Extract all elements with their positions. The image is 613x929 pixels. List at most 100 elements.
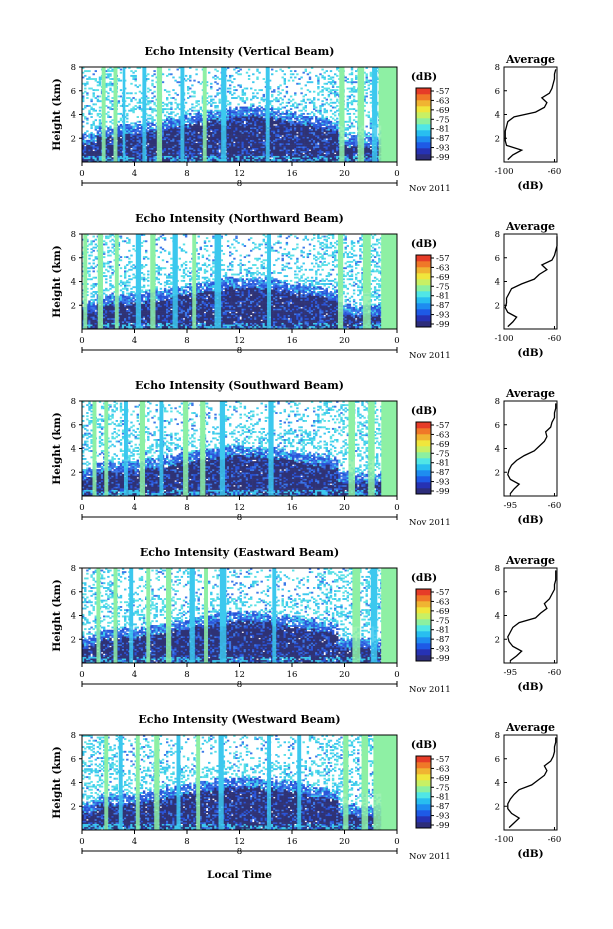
heatmap-cell <box>239 98 242 101</box>
heatmap-cell <box>334 155 337 158</box>
heatmap-cell <box>277 130 280 133</box>
heatmap-cell <box>168 139 171 142</box>
heatmap-cell <box>90 154 93 156</box>
heatmap-cell <box>216 76 219 79</box>
heatmap-cell <box>94 125 97 128</box>
heatmap-cell <box>149 157 152 160</box>
heatmap-cell <box>231 154 234 156</box>
heatmap-cell <box>285 90 289 93</box>
heatmap-cell <box>233 128 236 131</box>
heatmap-cell <box>304 157 307 160</box>
heatmap-cell <box>355 74 358 77</box>
heatmap-cell <box>174 125 177 128</box>
heatmap-cell <box>163 131 167 134</box>
heatmap-cell <box>117 125 121 128</box>
heatmap-cell <box>189 146 192 149</box>
heatmap-cell <box>239 149 242 152</box>
heatmap-cell <box>128 144 131 147</box>
heatmap-cell <box>336 149 339 152</box>
heatmap-cell <box>149 136 152 139</box>
heatmap-cell <box>287 131 291 134</box>
heatmap-cell <box>323 155 326 158</box>
heatmap-cell <box>126 120 129 123</box>
heatmap-cell <box>140 127 144 130</box>
heatmap-cell <box>153 130 156 133</box>
heatmap-cell <box>138 149 142 152</box>
heatmap-cell <box>241 139 244 142</box>
heatmap-cell <box>298 119 301 122</box>
heatmap-cell <box>323 122 326 125</box>
heatmap-cell <box>128 97 131 99</box>
heatmap-cell <box>88 143 91 145</box>
heatmap-cell <box>336 120 339 123</box>
heatmap-cell <box>233 149 236 152</box>
heatmap-cell <box>365 136 368 139</box>
heatmap-cell <box>130 144 133 147</box>
heatmap-cell <box>323 154 326 156</box>
heatmap-cell <box>319 141 322 144</box>
heatmap-cell <box>306 146 310 149</box>
heatmap-cell <box>191 144 194 147</box>
heatmap-cell <box>132 78 135 80</box>
heatmap-cell <box>170 160 173 162</box>
heatmap-cell <box>369 136 373 139</box>
heatmap-cell <box>199 106 202 109</box>
heatmap-cell <box>161 157 165 160</box>
heatmap-cell <box>90 127 93 130</box>
heatmap-cell <box>285 133 289 136</box>
heatmap-cell <box>325 122 328 125</box>
heatmap-cell <box>199 120 202 123</box>
heatmap-cell <box>336 136 339 139</box>
heatmap-cell <box>279 154 282 156</box>
heatmap-cell <box>170 112 173 115</box>
heatmap-cell <box>187 143 190 145</box>
heatmap-cell <box>98 122 102 125</box>
heatmap-cell <box>300 160 303 162</box>
heatmap-cell <box>117 146 121 149</box>
heatmap-cell <box>161 101 165 104</box>
heatmap-cell <box>105 133 108 136</box>
heatmap-cell <box>294 152 297 155</box>
heatmap-cell <box>241 122 244 125</box>
heatmap-cell <box>107 133 110 136</box>
heatmap-cell <box>252 147 255 150</box>
heatmap-cell <box>96 114 100 117</box>
heatmap-cell <box>117 154 121 156</box>
heatmap-cell <box>241 150 244 153</box>
heatmap-cell <box>287 133 291 136</box>
heatmap-cell <box>189 147 192 150</box>
heatmap-cell <box>277 119 280 122</box>
heatmap-cell <box>136 154 139 156</box>
heatmap-cell <box>310 128 314 131</box>
heatmap-cell <box>184 160 188 162</box>
heatmap-cell <box>208 150 211 153</box>
heatmap-cell <box>195 130 198 133</box>
heatmap-cell <box>229 130 232 133</box>
heatmap-cell <box>275 144 278 147</box>
heatmap-cell <box>275 97 278 99</box>
heatmap-cell <box>308 81 312 84</box>
heatmap-cell <box>208 154 211 156</box>
heatmap-cell <box>319 135 322 137</box>
heatmap-cell <box>170 119 173 122</box>
heatmap-cell <box>119 95 123 98</box>
heatmap-cell <box>300 120 303 123</box>
heatmap-cell <box>321 103 324 106</box>
heatmap-cell <box>331 133 335 136</box>
heatmap-cell <box>199 141 202 144</box>
heatmap-cell <box>256 124 259 126</box>
heatmap-cell <box>191 136 194 139</box>
heatmap-cell <box>117 67 121 69</box>
heatmap-cell <box>289 139 293 142</box>
heatmap-cell <box>155 81 158 84</box>
heatmap-cell <box>130 143 133 145</box>
heatmap-cell <box>151 136 154 139</box>
heatmap-cell <box>205 139 209 142</box>
heatmap-cell <box>92 73 95 76</box>
heatmap-cell <box>308 141 312 144</box>
heatmap-cell <box>134 70 137 73</box>
heatmap-cell <box>172 154 175 156</box>
heatmap-cell <box>306 122 310 125</box>
heatmap-cell <box>130 125 133 128</box>
heatmap-cell <box>147 141 150 144</box>
